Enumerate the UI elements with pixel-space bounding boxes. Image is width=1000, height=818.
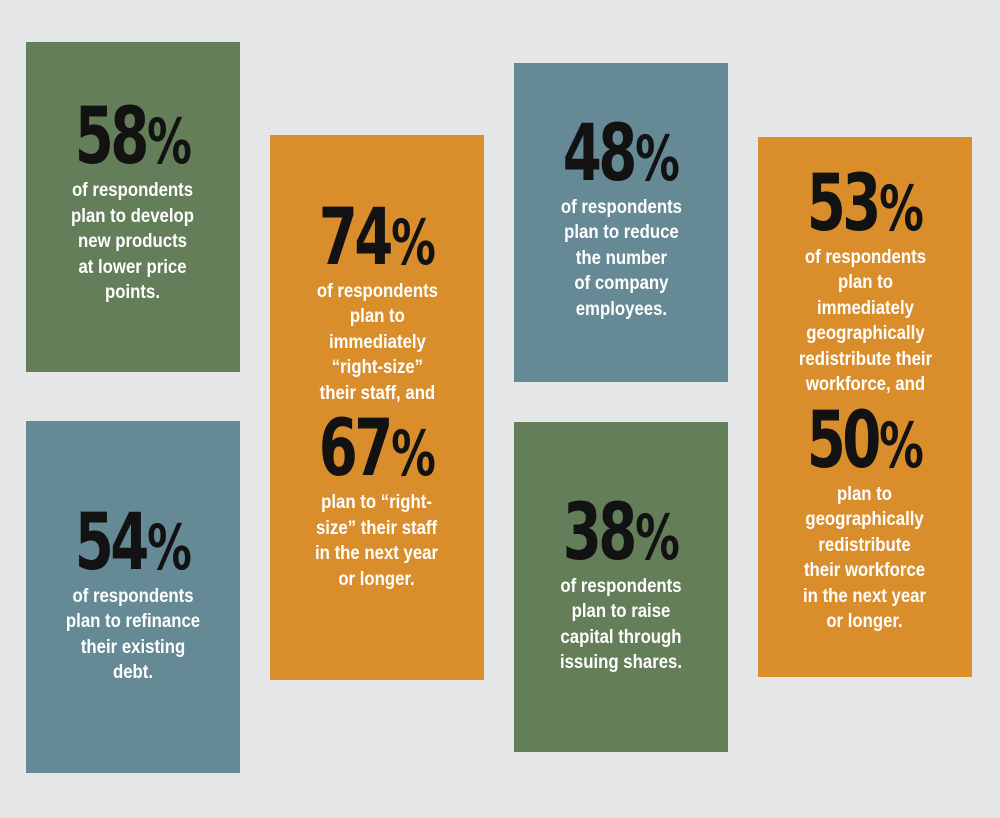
stat-description: of respondents plan to immediately geogr…	[798, 245, 931, 398]
percent-sign: %	[878, 408, 924, 482]
stat-description-line: immediately	[816, 296, 914, 319]
percent-sign: %	[390, 206, 436, 279]
stat-value: 48	[562, 108, 637, 199]
stat-description-line: of respondents	[560, 574, 682, 597]
stat-percentage-secondary: 67%	[318, 410, 435, 488]
stat-percentage: 58%	[74, 98, 191, 176]
stat-description-line: size” their staff	[316, 516, 438, 539]
stat-description-line: at lower price	[78, 255, 188, 278]
stat-description-line: of respondents	[72, 584, 194, 607]
stat-value: 38	[562, 488, 637, 579]
stat-description-line: or longer.	[338, 567, 416, 590]
stat-description-line: issuing shares.	[559, 651, 683, 674]
stat-description-line: of respondents	[804, 245, 926, 268]
percent-sign: %	[146, 511, 192, 585]
stat-value: 54	[74, 498, 149, 589]
stat-card-38: 38% of respondents plan to raise capital…	[514, 422, 728, 752]
stat-description-secondary: plan to geographically redistribute thei…	[803, 482, 926, 635]
stat-card-53-50: 53% of respondents plan to immediately g…	[758, 137, 972, 677]
stat-description-line: plan to	[837, 271, 893, 294]
stat-value: 67	[318, 404, 393, 495]
stat-description: of respondents plan to develop new produ…	[71, 178, 194, 306]
stat-percentage: 38%	[562, 494, 679, 572]
stat-description-line: or longer.	[826, 610, 904, 632]
stat-value: 53	[806, 159, 881, 249]
stat-description-line: geographically	[805, 508, 925, 530]
stat-description-line: their workforce	[804, 559, 926, 581]
stat-percentage: 48%	[562, 115, 679, 193]
stat-card-54: 54% of respondents plan to refinance the…	[26, 421, 240, 773]
stat-description-line: redistribute their	[798, 347, 932, 370]
stat-description-line: immediately	[328, 330, 426, 353]
stat-description-line: new products	[78, 230, 188, 253]
stat-description-line: of company	[573, 272, 669, 295]
stat-description-line: their existing	[80, 635, 186, 658]
stat-description-line: plan to reduce	[563, 221, 679, 244]
stat-description-line: redistribute	[818, 533, 912, 556]
percent-sign: %	[878, 172, 924, 245]
stat-description-line: in the next year	[803, 584, 927, 607]
stat-value: 50	[806, 395, 881, 486]
percent-sign: %	[634, 121, 680, 195]
stat-description: of respondents plan to immediately “righ…	[316, 279, 437, 407]
stat-description-secondary: plan to “right- size” their staff in the…	[315, 490, 438, 592]
percent-sign: %	[634, 501, 680, 575]
stat-percentage-secondary: 50%	[806, 402, 923, 480]
stat-description-line: plan to raise	[571, 600, 671, 623]
stat-description-line: of respondents	[72, 179, 194, 202]
percent-sign: %	[390, 417, 436, 491]
stat-description-line: geographically	[805, 322, 925, 345]
stat-description-line: plan to refinance	[65, 610, 201, 633]
stat-percentage: 54%	[74, 504, 191, 582]
stat-percentage: 53%	[806, 165, 923, 243]
stat-description-line: employees.	[575, 297, 667, 320]
stat-description-line: workforce, and	[805, 373, 925, 396]
stat-description-line: of respondents	[316, 279, 438, 302]
stat-description-line: points.	[105, 281, 161, 304]
stat-description: of respondents plan to raise capital thr…	[560, 574, 682, 676]
stat-description-line: capital through	[560, 625, 682, 648]
stat-description-line: “right-size”	[331, 356, 423, 379]
stat-description-line: plan to	[837, 482, 893, 505]
stat-percentage: 74%	[318, 199, 435, 277]
stat-description-line: plan to	[349, 305, 405, 328]
stat-description-line: debt.	[112, 661, 154, 684]
stat-description-line: the number	[575, 246, 667, 269]
stat-description: of respondents plan to reduce the number…	[560, 195, 681, 323]
stat-description-line: their staff, and	[319, 381, 435, 404]
stat-card-48: 48% of respondents plan to reduce the nu…	[514, 63, 728, 382]
stat-value: 74	[318, 193, 393, 283]
stat-description-line: in the next year	[315, 542, 439, 564]
percent-sign: %	[146, 105, 192, 179]
stat-description: of respondents plan to refinance their e…	[66, 584, 200, 686]
stat-card-74-67: 74% of respondents plan to immediately “…	[270, 135, 484, 680]
stat-description-line: of respondents	[560, 195, 682, 218]
stat-value: 58	[74, 92, 149, 183]
stat-description-line: plan to “right-	[321, 491, 433, 513]
stat-card-58: 58% of respondents plan to develop new p…	[26, 42, 240, 372]
stat-description-line: plan to develop	[71, 204, 195, 227]
